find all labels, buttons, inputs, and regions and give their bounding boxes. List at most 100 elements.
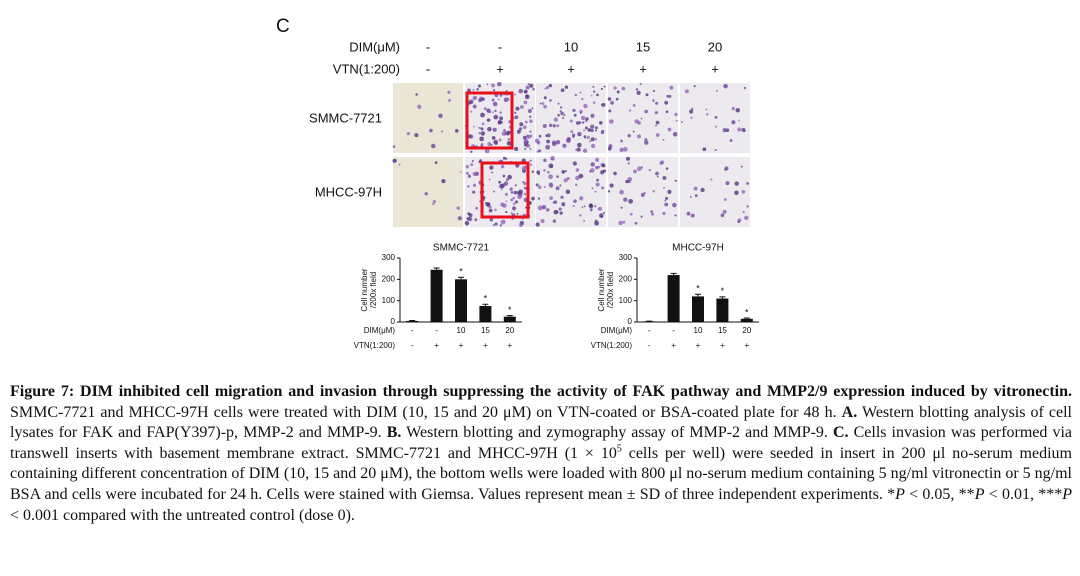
cell	[603, 85, 606, 88]
cell	[481, 122, 485, 126]
cell	[500, 183, 505, 189]
cell	[543, 169, 546, 172]
cell	[456, 206, 460, 210]
cell	[566, 138, 571, 143]
cell	[499, 116, 504, 121]
cell	[599, 121, 603, 125]
cell	[489, 217, 494, 222]
cell	[705, 108, 708, 111]
cell	[724, 166, 729, 171]
cell	[432, 202, 435, 206]
cell	[472, 183, 477, 187]
cell	[619, 189, 624, 195]
cell	[601, 163, 606, 168]
cell	[524, 90, 527, 94]
cell	[582, 148, 588, 153]
cell	[505, 200, 508, 203]
cell	[537, 197, 541, 200]
condition-value: 15	[636, 39, 650, 54]
highlight-box	[465, 91, 514, 150]
cell	[741, 189, 746, 194]
cell	[575, 183, 578, 186]
cell	[595, 157, 600, 162]
cell	[543, 186, 546, 188]
cell	[513, 190, 518, 195]
cell	[714, 148, 717, 152]
cell	[562, 170, 566, 173]
cell	[559, 110, 562, 113]
cell	[565, 189, 571, 195]
cell	[523, 181, 527, 186]
cell	[607, 146, 612, 151]
cell	[548, 174, 553, 180]
cell	[569, 119, 573, 123]
cell	[505, 178, 509, 182]
cell	[475, 206, 479, 210]
cell	[546, 208, 550, 212]
cell	[583, 103, 588, 109]
cell	[665, 167, 669, 170]
cell	[492, 127, 497, 132]
cell	[556, 175, 559, 178]
cell	[591, 143, 596, 148]
cell	[503, 181, 509, 186]
cell	[592, 90, 596, 93]
caption-bold: A.	[841, 403, 858, 421]
y-tick-label: 100	[382, 296, 396, 305]
cell	[504, 192, 508, 196]
cell	[492, 223, 496, 227]
cell	[527, 83, 530, 86]
cell	[594, 205, 597, 208]
cell	[546, 133, 551, 138]
cell	[625, 179, 629, 184]
cell	[538, 134, 542, 138]
cell	[555, 186, 560, 191]
cell	[518, 88, 523, 94]
highlight-box	[480, 161, 530, 219]
cell	[479, 136, 485, 142]
cell	[529, 115, 532, 118]
cell	[579, 196, 584, 201]
cell	[623, 197, 628, 202]
cell	[526, 143, 531, 148]
cell	[552, 219, 557, 223]
cell	[470, 163, 474, 167]
y-axis-label: Cell number	[597, 268, 606, 311]
micrograph	[392, 83, 463, 153]
cell	[619, 147, 624, 153]
micrograph	[680, 157, 750, 227]
cell	[577, 142, 582, 148]
caption-italic: P	[1062, 485, 1073, 503]
cell	[431, 143, 436, 149]
cell	[635, 88, 639, 91]
cell	[559, 184, 562, 187]
cell	[588, 203, 594, 209]
bar	[430, 269, 443, 322]
cell	[543, 104, 547, 109]
cell	[525, 94, 529, 97]
cell	[510, 191, 514, 194]
cell	[579, 91, 582, 94]
cell	[535, 222, 540, 227]
x-tick-label: -	[435, 326, 438, 335]
cell	[523, 100, 528, 105]
cell	[574, 93, 577, 97]
cell	[637, 134, 642, 139]
y-tick-label: 300	[619, 253, 633, 262]
cell	[667, 127, 672, 132]
cell	[666, 95, 669, 98]
cell	[502, 203, 507, 208]
cell	[522, 125, 527, 130]
cell	[537, 172, 541, 176]
cell	[392, 145, 396, 148]
cell	[629, 212, 633, 216]
micrograph-bg	[608, 83, 678, 153]
cell	[469, 134, 474, 139]
cell	[594, 138, 597, 141]
cell	[503, 128, 506, 132]
x-tick-label: +	[459, 341, 464, 350]
cell	[700, 187, 705, 193]
cell	[491, 98, 495, 102]
x-tick-label: +	[434, 341, 439, 350]
